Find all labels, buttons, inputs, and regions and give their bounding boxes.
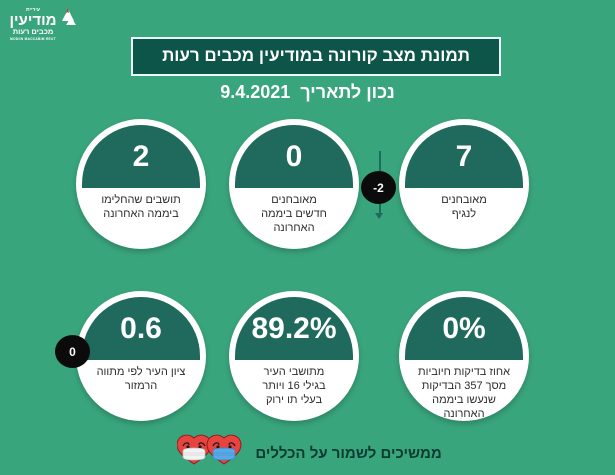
svg-text:MODIIN MACCABIM REUT: MODIIN MACCABIM REUT [10,37,56,41]
svg-text:מכבים רעות: מכבים רעות [13,27,54,36]
